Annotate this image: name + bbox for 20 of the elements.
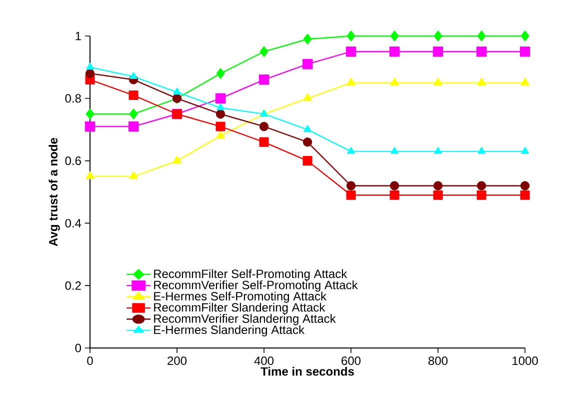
y-tick-label: 0 [75,344,82,352]
legend-label: RecommFilter Slandering Attack [154,302,326,314]
x-tick-label: 0 [87,356,93,366]
legend-label: RecommVerifier Slandering Attack [154,314,336,326]
y-tick-label: 0.4 [65,218,82,228]
legend-label: E-Hermes Slandering Attack [154,325,304,336]
legend-label: RecommFilter Self-Promoting Attack [154,269,348,280]
x-tick-label: 1000 [512,356,538,366]
x-tick-label: 200 [168,356,187,366]
legend-label: E-Hermes Self-Promoting Attack [154,292,326,303]
y-axis-title: Avg trust of a node [48,138,60,246]
y-tick-label: 1 [76,32,81,40]
legend-label: RecommVerifier Self-Promoting Attack [154,280,358,292]
x-tick-label: 400 [254,356,274,366]
y-tick-label: 0.6 [65,156,81,166]
y-tick-label: 0.2 [65,281,81,290]
y-tick-label: 0.8 [65,94,81,103]
x-tick-label: 600 [342,356,361,366]
x-axis-title: Time in seconds [260,366,354,376]
x-tick-label: 800 [428,356,448,366]
